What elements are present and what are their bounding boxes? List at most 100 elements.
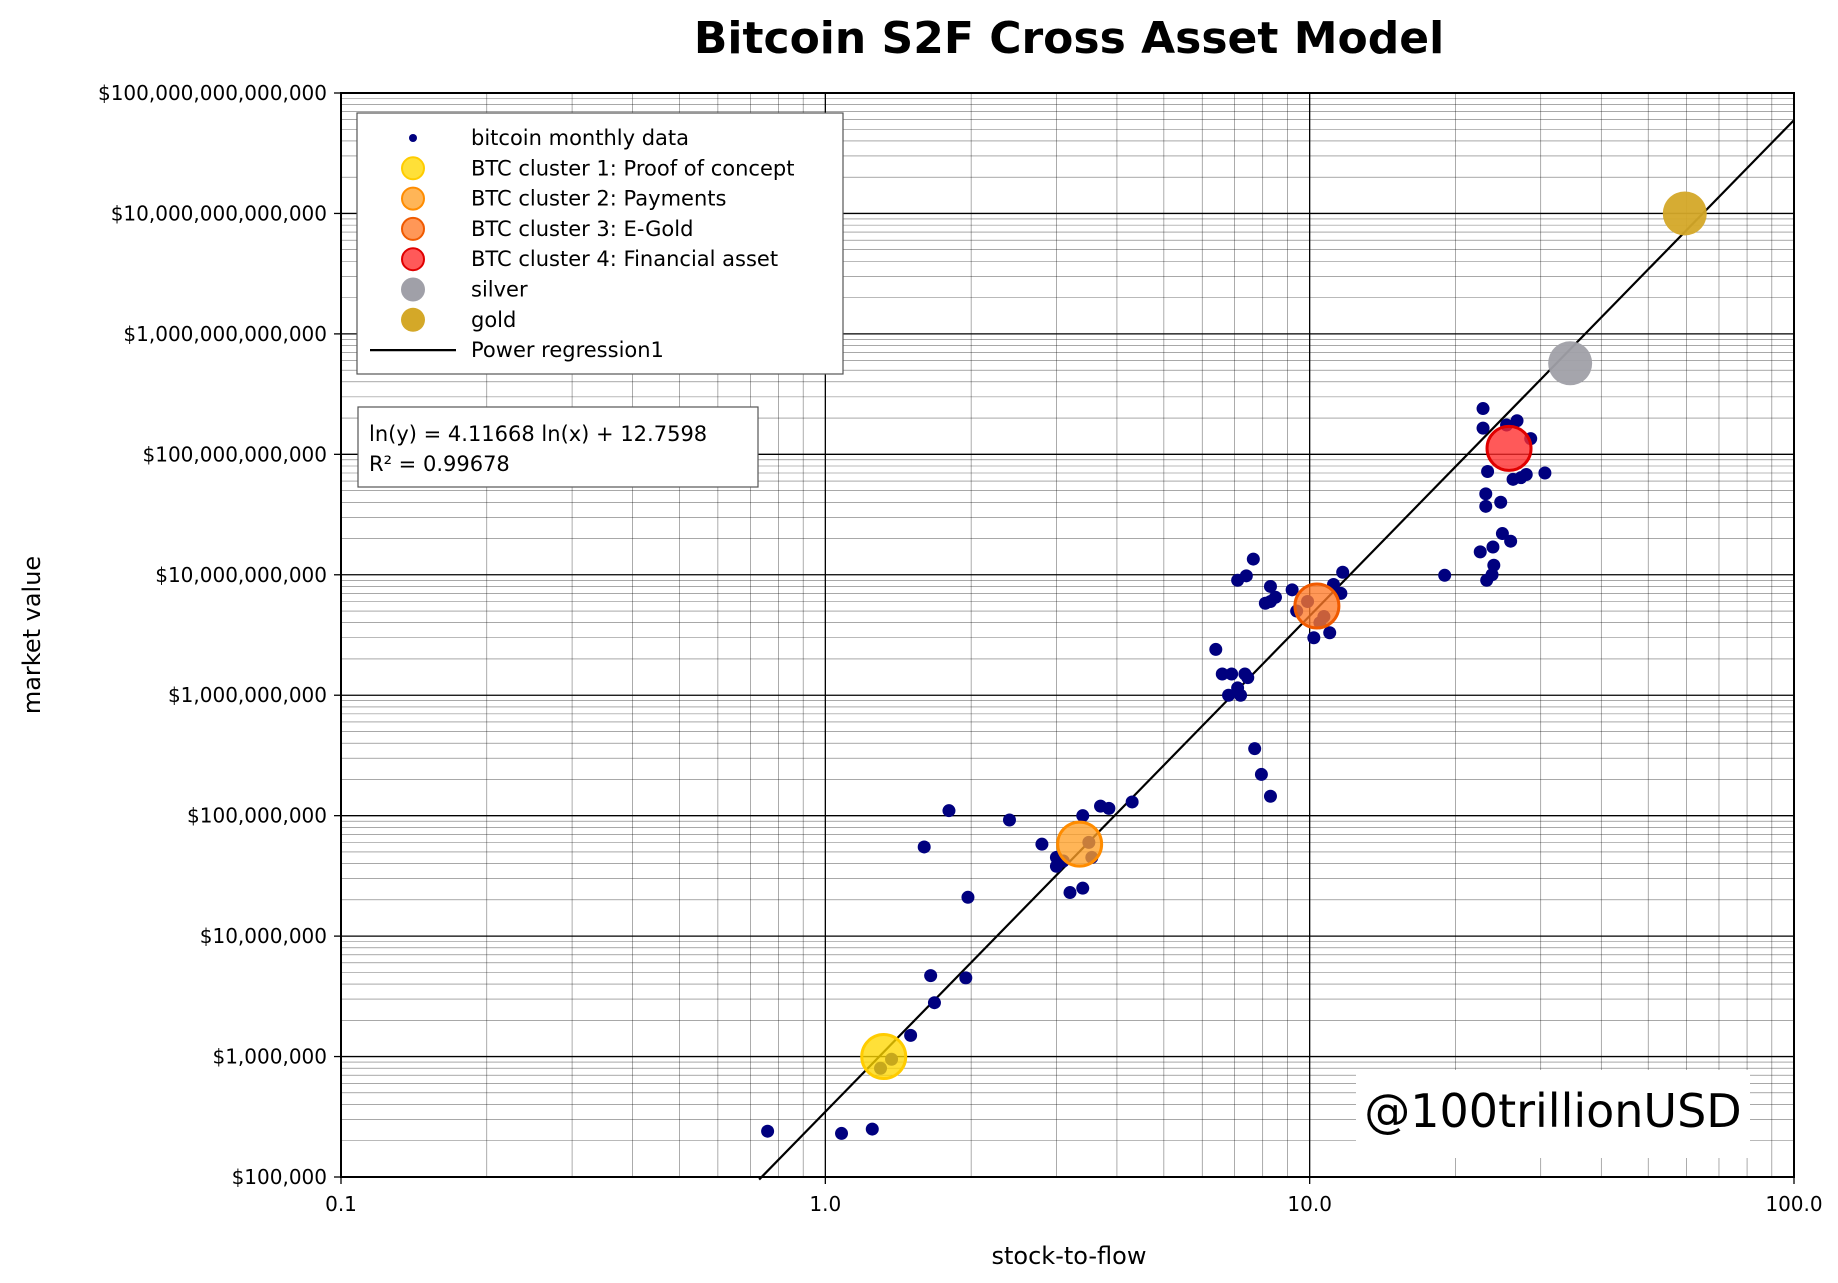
legend-marker-gold <box>401 307 425 332</box>
equation-text: ln(y) = 4.11668 ln(x) + 12.7598 <box>369 422 707 446</box>
bitcoin-monthly-point <box>1481 465 1495 479</box>
legend-box <box>356 112 844 375</box>
grid <box>340 92 1795 1178</box>
bitcoin-monthly-point <box>1246 552 1260 566</box>
bitcoin-monthly-point <box>1035 837 1049 851</box>
bitcoin-monthly-point <box>1002 813 1016 827</box>
legend: bitcoin monthly data BTC cluster 1: Proof… <box>356 112 844 375</box>
y-tick-label: $10,000,000,000 <box>155 563 327 587</box>
silver-point <box>1548 341 1593 386</box>
legend-marker-silver <box>401 277 425 302</box>
bitcoin-monthly-point <box>1476 402 1490 416</box>
legend-label: gold <box>471 308 516 332</box>
legend-label: BTC cluster 3: E-Gold <box>471 217 693 241</box>
bitcoin-monthly-point <box>1063 886 1077 900</box>
watermark-box: @100trillionUSD <box>1356 1070 1750 1158</box>
chart-title: Bitcoin S2F Cross Asset Model <box>694 13 1444 64</box>
equation-box: ln(y) = 4.11668 ln(x) + 12.7598 R² = 0.9… <box>357 406 759 488</box>
bitcoin-monthly-point <box>1479 487 1493 501</box>
tick-labels: 0.1 1.0 10.0 100.0 $100,000 $1,000,000 $10,000… <box>98 81 1823 1216</box>
bitcoin-monthly-point <box>927 996 941 1010</box>
data-points <box>758 119 1795 1181</box>
x-tick-label: 10.0 <box>1287 1192 1332 1216</box>
legend-label: BTC cluster 2: Payments <box>471 187 726 211</box>
bitcoin-monthly-point <box>1248 742 1262 756</box>
bitcoin-monthly-point <box>1307 631 1321 645</box>
bitcoin-monthly-point <box>1285 583 1299 597</box>
bitcoin-monthly-point <box>1222 688 1236 702</box>
y-tick-label: $100,000 <box>232 1165 327 1189</box>
r-squared-text: R² = 0.99678 <box>369 452 510 476</box>
legend-marker-cluster <box>401 247 425 272</box>
btc-cluster-3-point <box>1293 582 1341 630</box>
legend-label: BTC cluster 4: Financial asset <box>471 247 778 271</box>
bitcoin-monthly-point <box>1487 558 1501 572</box>
bitcoin-monthly-point <box>1234 688 1248 702</box>
bitcoin-monthly-point <box>1519 468 1533 482</box>
bitcoin-monthly-point <box>1209 642 1223 656</box>
x-tick-label: 0.1 <box>325 1192 357 1216</box>
btc-cluster-2-point <box>1056 820 1104 868</box>
bitcoin-monthly-point <box>1076 809 1090 823</box>
bitcoin-monthly-point <box>1076 881 1090 895</box>
legend-label: bitcoin monthly data <box>471 126 689 150</box>
bitcoin-monthly-point <box>959 971 973 985</box>
bitcoin-monthly-point <box>1254 767 1268 781</box>
bitcoin-monthly-point <box>1495 527 1509 541</box>
bitcoin-monthly-point <box>904 1028 918 1042</box>
bitcoin-monthly-point <box>1225 667 1239 681</box>
y-tick-label: $100,000,000,000 <box>143 442 328 466</box>
y-axis-label: market value <box>18 556 46 714</box>
bitcoin-monthly-point <box>1504 534 1518 548</box>
btc-cluster-1-point <box>860 1033 908 1081</box>
gold-point <box>1662 191 1707 236</box>
bitcoin-monthly-point <box>1241 671 1255 685</box>
legend-marker-cluster <box>401 216 425 241</box>
y-tick-label: $1,000,000,000 <box>168 683 327 707</box>
bitcoin-monthly-point <box>924 969 938 983</box>
bitcoin-monthly-point <box>1476 421 1490 435</box>
legend-label: Power regression1 <box>471 338 664 362</box>
y-tick-label: $100,000,000 <box>187 804 327 828</box>
bitcoin-monthly-point <box>1263 579 1277 593</box>
bitcoin-monthly-point <box>761 1124 775 1138</box>
bitcoin-monthly-point <box>1102 801 1116 815</box>
y-tick-label: $10,000,000 <box>200 924 327 948</box>
bitcoin-monthly-point <box>1494 495 1508 509</box>
bitcoin-monthly-point <box>1263 594 1277 608</box>
y-tick-label: $1,000,000 <box>212 1045 327 1069</box>
bitcoin-monthly-point <box>1125 795 1139 809</box>
y-tick-label: $10,000,000,000,000 <box>111 201 327 225</box>
bitcoin-monthly-point <box>1239 569 1253 583</box>
bitcoin-monthly-point <box>1336 565 1350 579</box>
bitcoin-monthly-point <box>1438 568 1452 582</box>
bitcoin-monthly-point <box>961 890 975 904</box>
y-tick-label: $1,000,000,000,000 <box>123 322 327 346</box>
x-tick-label: 1.0 <box>809 1192 841 1216</box>
x-axis-label: stock-to-flow <box>992 1242 1147 1270</box>
bitcoin-monthly-point <box>942 804 956 818</box>
legend-marker-cluster <box>401 186 425 211</box>
x-tick-label: 100.0 <box>1765 1192 1822 1216</box>
bitcoin-monthly-point <box>1479 499 1493 513</box>
legend-label: BTC cluster 1: Proof of concept <box>471 156 794 180</box>
btc-cluster-4-point <box>1485 424 1533 472</box>
plot-frame <box>340 92 1795 1178</box>
bitcoin-monthly-point <box>1510 414 1524 428</box>
bitcoin-monthly-point <box>1486 540 1500 554</box>
bitcoin-monthly-point <box>1473 545 1487 559</box>
bitcoin-monthly-point <box>1538 466 1552 480</box>
watermark-text: @100trillionUSD <box>1364 1084 1741 1138</box>
bitcoin-monthly-point <box>1323 626 1337 640</box>
bitcoin-monthly-point <box>835 1126 849 1140</box>
bitcoin-monthly-point <box>1215 667 1229 681</box>
bitcoin-monthly-point <box>917 840 931 854</box>
regression-line <box>758 119 1795 1181</box>
bitcoin-monthly-point <box>865 1122 879 1136</box>
legend-marker-bitcoin-monthly <box>409 134 417 142</box>
y-tick-label: $100,000,000,000,000 <box>98 81 327 105</box>
legend-marker-cluster <box>401 156 425 181</box>
bitcoin-monthly-point <box>1263 789 1277 803</box>
legend-label: silver <box>471 278 528 302</box>
